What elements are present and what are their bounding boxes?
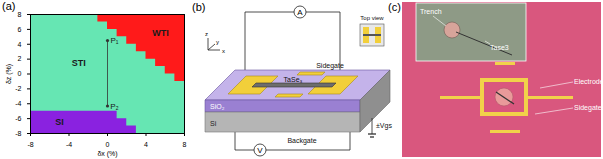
- svg-text:Backgate: Backgate: [287, 137, 316, 145]
- svg-text:±Vgs: ±Vgs: [376, 122, 392, 130]
- svg-text:δz (%): δz (%): [5, 64, 13, 84]
- svg-text:P₁: P₁: [110, 36, 118, 45]
- svg-text:2: 2: [18, 55, 22, 62]
- svg-text:P₂: P₂: [110, 102, 118, 111]
- svg-text:-8: -8: [27, 141, 33, 148]
- svg-text:z: z: [205, 31, 208, 37]
- svg-text:8: 8: [183, 141, 187, 148]
- svg-text:4: 4: [144, 141, 148, 148]
- html-text:(a): (a): [2, 0, 16, 12]
- svg-text:-4: -4: [15, 100, 21, 107]
- svg-text:-8: -8: [15, 130, 21, 137]
- svg-text:TaSe₃: TaSe₃: [284, 76, 303, 83]
- svg-text:Si: Si: [210, 120, 217, 127]
- svg-text:Sidegate: Sidegate: [574, 104, 602, 112]
- svg-text:V: V: [257, 146, 263, 155]
- svg-text:WTI: WTI: [152, 28, 169, 38]
- svg-text:δx (%): δx (%): [97, 150, 117, 158]
- svg-text:SiO₂: SiO₂: [210, 103, 225, 110]
- svg-text:-6: -6: [15, 115, 21, 122]
- svg-text:0: 0: [106, 141, 110, 148]
- svg-text:Sidegate: Sidegate: [316, 62, 344, 70]
- svg-text:x: x: [222, 48, 225, 54]
- svg-text:SI: SI: [55, 117, 64, 127]
- svg-text:4: 4: [18, 40, 22, 47]
- svg-text:y: y: [216, 39, 219, 45]
- svg-text:(b): (b): [192, 1, 205, 13]
- svg-text:8: 8: [18, 11, 22, 18]
- svg-text:-2: -2: [15, 85, 21, 92]
- svg-text:(c): (c): [388, 1, 401, 13]
- svg-text:Top view: Top view: [360, 15, 384, 21]
- svg-text:Electrode: Electrode: [574, 78, 603, 85]
- svg-text:-4: -4: [66, 141, 72, 148]
- svg-text:STI: STI: [72, 58, 86, 68]
- svg-text:Trench: Trench: [420, 8, 442, 15]
- svg-text:Tase3: Tase3: [490, 44, 509, 51]
- svg-text:6: 6: [18, 26, 22, 33]
- svg-text:0: 0: [18, 70, 22, 77]
- svg-text:A: A: [297, 8, 303, 17]
